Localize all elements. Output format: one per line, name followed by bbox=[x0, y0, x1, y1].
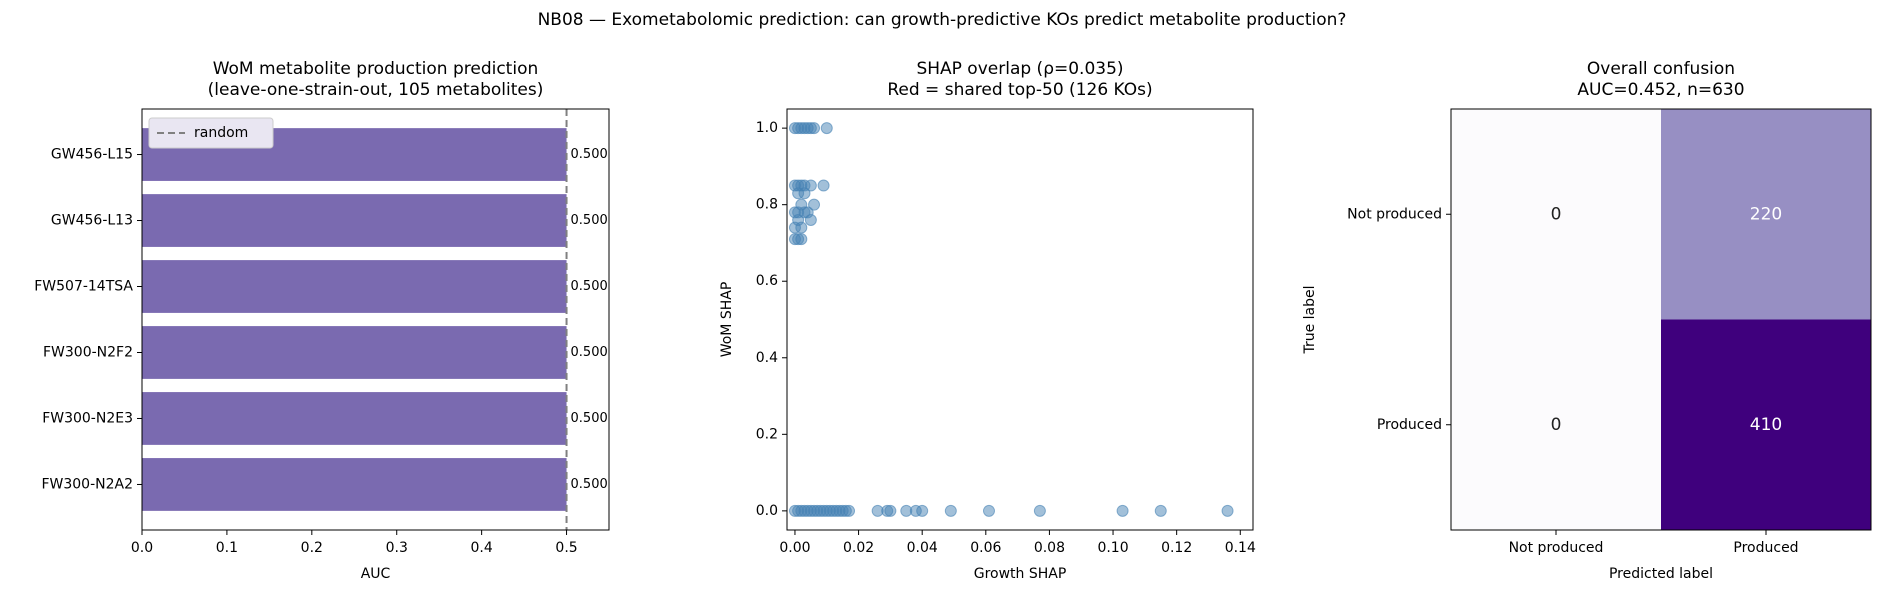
scatter-point bbox=[1154, 504, 1167, 517]
cell-label: 220 bbox=[1750, 204, 1782, 224]
value-label: 0.500 bbox=[571, 213, 608, 228]
axes-frame bbox=[1450, 108, 1872, 531]
y-tick-label: FW507-14TSA bbox=[34, 279, 133, 295]
chart-title: AUC=0.452, n=630 bbox=[1577, 80, 1744, 100]
y-tick-label: Not produced bbox=[1347, 206, 1442, 222]
x-tick-label: 0.02 bbox=[843, 540, 874, 556]
value-label: 0.500 bbox=[571, 411, 608, 426]
x-tick-label: Produced bbox=[1733, 540, 1798, 556]
scatter-point bbox=[808, 198, 821, 211]
chart-title: (leave-one-strain-out, 105 metabolites) bbox=[208, 80, 544, 100]
x-tick-label: 0.14 bbox=[1225, 540, 1256, 556]
heatmap-cell bbox=[1451, 319, 1661, 530]
y-tick-label: 0.6 bbox=[756, 273, 778, 289]
scatter-point bbox=[820, 122, 833, 135]
y-axis-label: WoM SHAP bbox=[719, 282, 735, 358]
x-tick-label: 0.4 bbox=[471, 540, 493, 556]
x-tick-label: 0.5 bbox=[555, 540, 577, 556]
y-tick-label: GW456-L15 bbox=[51, 147, 133, 163]
scatter-point bbox=[982, 504, 995, 517]
x-tick-label: 0.08 bbox=[1034, 540, 1065, 556]
y-tick-label: GW456-L13 bbox=[51, 213, 133, 229]
chart-title: Overall confusion bbox=[1587, 59, 1735, 79]
y-tick-label: 0.4 bbox=[756, 350, 778, 366]
scatter-point bbox=[798, 187, 811, 200]
scatter-point bbox=[808, 122, 821, 135]
x-tick-label: Not produced bbox=[1509, 540, 1604, 556]
bar bbox=[142, 392, 567, 445]
y-tick-label: 0.2 bbox=[756, 426, 778, 442]
x-axis-label: Growth SHAP bbox=[974, 566, 1067, 582]
x-axis-label: AUC bbox=[361, 566, 391, 582]
heatmap-cell bbox=[1451, 109, 1661, 320]
scatter-point bbox=[944, 504, 957, 517]
cell-label: 410 bbox=[1750, 415, 1782, 435]
cell-label: 0 bbox=[1551, 415, 1562, 435]
heatmap-cell bbox=[1661, 109, 1871, 320]
scatter-point bbox=[843, 504, 856, 517]
bar bbox=[142, 326, 567, 379]
x-tick-label: 0.04 bbox=[907, 540, 938, 556]
x-tick-label: 0.10 bbox=[1097, 540, 1128, 556]
scatter-point bbox=[1033, 504, 1046, 517]
scatter-point bbox=[817, 179, 830, 192]
y-tick-label: FW300-N2E3 bbox=[42, 410, 133, 426]
x-axis-label: Predicted label bbox=[1609, 566, 1713, 582]
heatmap-cell bbox=[1661, 319, 1871, 530]
y-tick-label: 0.0 bbox=[756, 503, 778, 519]
value-label: 0.500 bbox=[571, 345, 608, 360]
scatter-point bbox=[916, 504, 929, 517]
bar bbox=[142, 194, 567, 247]
x-tick-label: 0.1 bbox=[216, 540, 238, 556]
axes-frame bbox=[141, 108, 610, 531]
cell-label: 0 bbox=[1551, 204, 1562, 224]
legend-box bbox=[148, 117, 274, 149]
value-label: 0.500 bbox=[571, 477, 608, 492]
x-tick-label: 0.12 bbox=[1161, 540, 1192, 556]
chart-title: Red = shared top-50 (126 KOs) bbox=[887, 80, 1152, 100]
value-label: 0.500 bbox=[571, 147, 608, 162]
scatter-point bbox=[1116, 504, 1129, 517]
y-tick-label: FW300-N2F2 bbox=[43, 344, 133, 360]
scatter-point bbox=[804, 213, 817, 226]
x-tick-label: 0.2 bbox=[301, 540, 323, 556]
y-tick-label: Produced bbox=[1377, 417, 1442, 433]
axes-frame bbox=[786, 108, 1254, 531]
scatter-point bbox=[804, 179, 817, 192]
bar bbox=[142, 260, 567, 313]
x-tick-label: 0.06 bbox=[970, 540, 1001, 556]
y-tick-label: 0.8 bbox=[756, 197, 778, 213]
y-tick-label: 1.0 bbox=[756, 120, 778, 136]
x-tick-label: 0.3 bbox=[386, 540, 408, 556]
figure-title: NB08 — Exometabolomic prediction: can gr… bbox=[538, 10, 1347, 30]
y-axis-label: True label bbox=[1302, 285, 1318, 354]
chart-title: SHAP overlap (ρ=0.035) bbox=[916, 59, 1123, 79]
scatter-point bbox=[795, 221, 808, 234]
x-tick-label: 0.00 bbox=[779, 540, 810, 556]
value-label: 0.500 bbox=[571, 279, 608, 294]
y-tick-label: FW300-N2A2 bbox=[41, 476, 133, 492]
scatter-point bbox=[1221, 504, 1234, 517]
x-tick-label: 0.0 bbox=[131, 540, 153, 556]
scatter-point bbox=[884, 504, 897, 517]
scatter-point bbox=[795, 233, 808, 246]
bar bbox=[142, 458, 567, 511]
legend-label: random bbox=[194, 125, 248, 141]
chart-title: WoM metabolite production prediction bbox=[213, 59, 539, 79]
